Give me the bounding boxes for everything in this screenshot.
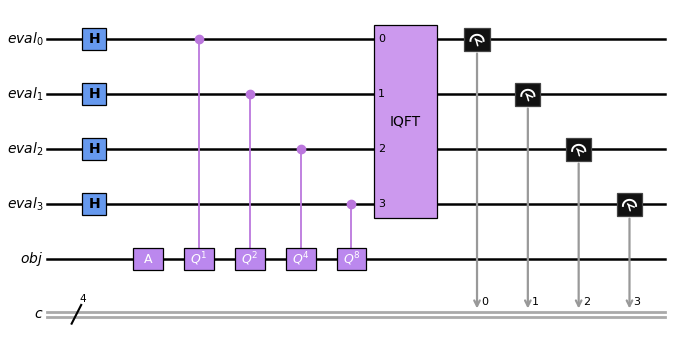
Text: $eval_3$: $eval_3$ — [7, 196, 44, 213]
Bar — [184, 248, 214, 270]
Bar — [515, 83, 540, 106]
Text: 3: 3 — [633, 297, 641, 307]
Text: A: A — [144, 253, 153, 266]
Text: $obj$: $obj$ — [21, 250, 44, 268]
Bar — [82, 193, 106, 215]
Text: 0: 0 — [482, 297, 488, 307]
Text: $eval_2$: $eval_2$ — [8, 141, 44, 158]
Text: $eval_0$: $eval_0$ — [7, 31, 44, 48]
Bar — [464, 27, 490, 51]
Text: $Q^4$: $Q^4$ — [292, 251, 309, 268]
Bar — [133, 248, 163, 270]
Text: 1: 1 — [378, 89, 385, 99]
Bar — [235, 248, 265, 270]
Text: $Q^8$: $Q^8$ — [343, 251, 360, 268]
Bar — [82, 28, 106, 50]
Text: H: H — [88, 197, 100, 211]
Bar — [617, 193, 642, 216]
Text: 3: 3 — [378, 199, 385, 209]
Bar — [286, 248, 315, 270]
Bar — [82, 138, 106, 160]
Bar — [337, 248, 367, 270]
Text: $Q^1$: $Q^1$ — [190, 251, 208, 268]
Text: $eval_1$: $eval_1$ — [7, 86, 44, 103]
Bar — [374, 25, 436, 218]
Bar — [566, 138, 591, 161]
Text: 4: 4 — [79, 294, 86, 304]
Text: 2: 2 — [583, 297, 590, 307]
Text: H: H — [88, 142, 100, 156]
Text: $c$: $c$ — [34, 307, 44, 321]
Bar — [82, 83, 106, 105]
Text: IQFT: IQFT — [390, 115, 421, 129]
Text: 1: 1 — [532, 297, 539, 307]
Text: 2: 2 — [378, 144, 385, 154]
Text: $Q^2$: $Q^2$ — [241, 251, 259, 268]
Text: H: H — [88, 87, 100, 101]
Text: H: H — [88, 32, 100, 46]
Text: 0: 0 — [378, 34, 385, 44]
